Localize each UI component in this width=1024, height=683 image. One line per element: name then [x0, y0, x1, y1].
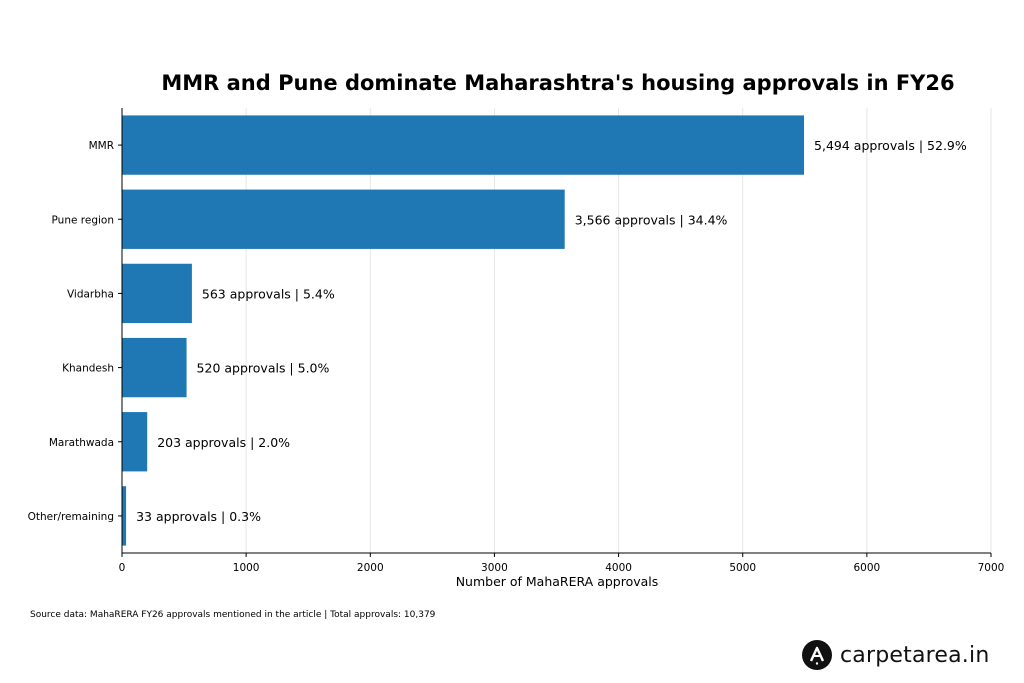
category-label: Khandesh	[62, 363, 114, 375]
chart-title: MMR and Pune dominate Maharashtra's hous…	[161, 71, 954, 95]
x-tick-label: 5000	[729, 562, 756, 574]
category-label: Vidarbha	[67, 288, 114, 300]
bars	[122, 115, 805, 546]
bar-value-labels: 5,494 approvals | 52.9% 3,566 approvals |…	[136, 138, 967, 524]
x-tick-label: 1000	[233, 562, 260, 574]
x-ticks: 0 1000 2000 3000 4000 5000 6000 7000	[119, 553, 1005, 574]
category-label: Other/remaining	[28, 511, 114, 523]
bar	[122, 337, 187, 398]
x-tick-label: 0	[119, 562, 126, 574]
x-tick-label: 4000	[605, 562, 632, 574]
bar	[122, 189, 565, 249]
bar-value-label: 3,566 approvals | 34.4%	[575, 212, 728, 227]
brand-logo: carpetarea.in	[802, 640, 989, 670]
axes	[121, 108, 991, 554]
bar-value-label: 33 approvals | 0.3%	[136, 509, 261, 524]
x-axis-label: Number of MahaRERA approvals	[456, 574, 659, 589]
bar-value-label: 520 approvals | 5.0%	[197, 361, 330, 376]
x-tick-label: 6000	[853, 562, 880, 574]
x-tick-label: 3000	[481, 562, 508, 574]
source-note: Source data: MahaRERA FY26 approvals men…	[30, 610, 436, 620]
x-tick-label: 7000	[978, 562, 1005, 574]
bar-value-label: 563 approvals | 5.4%	[202, 286, 335, 301]
category-label: Marathwada	[49, 437, 114, 449]
category-label: MMR	[89, 140, 114, 152]
x-tick-label: 2000	[357, 562, 384, 574]
carpetarea-logo-icon	[802, 640, 832, 670]
bar	[122, 115, 805, 175]
category-labels: MMR Pune region Vidarbha Khandesh Marathwada…	[28, 140, 122, 523]
grid-lines	[245, 108, 992, 553]
bar	[122, 486, 127, 546]
bar	[122, 412, 148, 472]
bar-value-label: 203 approvals | 2.0%	[157, 435, 290, 450]
brand-name: carpetarea.in	[840, 642, 990, 668]
category-label: Pune region	[52, 214, 114, 226]
bar	[122, 263, 192, 324]
bar-value-label: 5,494 approvals | 52.9%	[814, 138, 967, 153]
